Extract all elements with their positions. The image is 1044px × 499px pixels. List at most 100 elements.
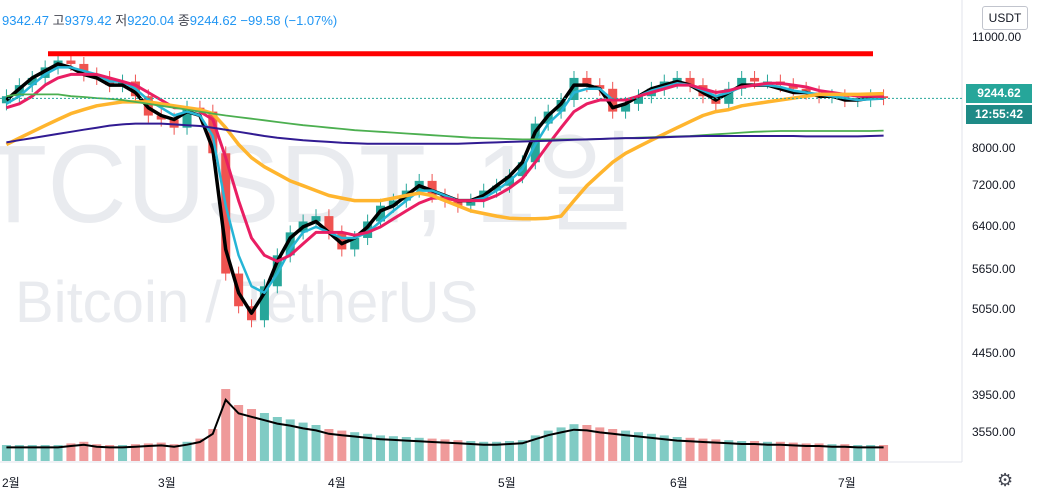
volume-bar xyxy=(66,443,76,461)
volume-bar xyxy=(879,445,889,461)
price-tick: 7200.00 xyxy=(972,177,1016,192)
price-tick: 4450.00 xyxy=(972,345,1016,360)
high-value: 9379.42 xyxy=(64,13,112,28)
volume-bar xyxy=(337,430,347,461)
high-label: 고 xyxy=(52,13,65,28)
time-tick: 7월 xyxy=(838,476,856,490)
volume-bar xyxy=(569,424,579,461)
candle-body xyxy=(285,232,295,256)
volume-bar xyxy=(711,439,721,461)
candle-body xyxy=(311,216,321,222)
volume-bar xyxy=(285,419,295,461)
candle-body xyxy=(27,77,37,86)
price-tick: 5650.00 xyxy=(972,262,1016,277)
gear-icon[interactable]: ⚙ xyxy=(997,470,1014,490)
volume-bar xyxy=(272,417,282,461)
price-tick: 3550.00 xyxy=(972,424,1016,439)
price-tick: 8000.00 xyxy=(972,140,1016,155)
volume-bar xyxy=(530,435,540,461)
volume-bar xyxy=(182,441,192,461)
volume-bar xyxy=(840,444,850,461)
current-price-tag: 9244.62 xyxy=(966,84,1032,103)
ma-line-orange xyxy=(5,91,884,221)
volume-bar xyxy=(363,433,373,461)
candle-body xyxy=(156,115,166,120)
candle-body xyxy=(582,77,592,86)
candle-body xyxy=(672,77,682,82)
volume-bar xyxy=(427,438,437,461)
volume-bar xyxy=(208,429,218,461)
candle-body xyxy=(633,96,643,104)
volume-bar xyxy=(105,445,115,461)
candle-body xyxy=(182,107,192,128)
candle-body xyxy=(801,88,811,93)
candle-body xyxy=(337,232,347,250)
candle-body xyxy=(363,221,373,238)
volume-bar xyxy=(672,437,682,461)
volume-bar xyxy=(698,438,708,461)
volume-bar xyxy=(492,441,502,461)
volume-bar xyxy=(14,445,24,461)
ohlc-legend: 9342.47 고9379.42 저9220.04 종9244.62 −99.5… xyxy=(2,10,337,29)
volume-bar xyxy=(143,443,153,461)
price-tick: 3950.00 xyxy=(972,387,1016,402)
volume-bar xyxy=(646,433,656,461)
candle-body xyxy=(79,63,89,75)
volume-bar xyxy=(130,444,140,461)
volume-bar xyxy=(414,437,424,461)
volume-ma-line xyxy=(6,397,884,449)
open-value: 9342.47 xyxy=(2,13,49,28)
volume-bar xyxy=(479,441,489,461)
volume-bar xyxy=(466,441,476,461)
candle-body xyxy=(221,153,231,274)
volume-bar xyxy=(298,422,308,461)
volume-bar xyxy=(247,409,257,461)
volume-bar xyxy=(92,444,102,461)
candle-body xyxy=(621,103,631,112)
volume-bar xyxy=(453,440,463,461)
price-tick: 6400.00 xyxy=(972,218,1016,233)
candle-body xyxy=(388,200,398,206)
candle-body xyxy=(788,85,798,89)
volume-bar xyxy=(608,429,618,461)
candle-body xyxy=(492,185,502,191)
volume-bar xyxy=(866,445,876,461)
close-label: 종 xyxy=(177,13,190,28)
volume-bar xyxy=(350,432,360,461)
volume-bar xyxy=(221,389,231,461)
volume-bar xyxy=(788,442,798,461)
time-tick: 2월 xyxy=(2,476,20,490)
volume-bar xyxy=(53,445,63,461)
volume-bar xyxy=(724,440,734,461)
candle-body xyxy=(453,200,463,206)
volume-bar xyxy=(324,429,334,461)
volume-bar xyxy=(401,437,411,461)
volume-bar xyxy=(169,444,179,461)
volume-bar xyxy=(375,435,386,461)
candle-body xyxy=(466,200,476,206)
candle-body xyxy=(118,81,128,86)
volume-bar xyxy=(234,405,244,461)
candle-body xyxy=(350,237,360,250)
volume-bar xyxy=(388,436,398,461)
close-value: 9244.62 xyxy=(189,13,237,28)
volume-bar xyxy=(517,440,527,461)
volume-bar xyxy=(195,438,205,461)
currency-button[interactable]: USDT xyxy=(982,6,1028,30)
candle-body xyxy=(595,85,605,89)
candle-body xyxy=(724,88,734,104)
volume-bar xyxy=(659,435,669,461)
time-tick: 3월 xyxy=(158,476,176,490)
volume-bar xyxy=(543,430,553,461)
volume-layer xyxy=(1,389,889,461)
moving-averages-layer xyxy=(5,62,884,315)
candle-body xyxy=(259,286,269,321)
volume-bar xyxy=(504,441,515,461)
candle-body xyxy=(569,77,579,101)
volume-bar xyxy=(40,445,50,461)
volume-bar xyxy=(633,432,643,461)
countdown-tag: 12:55:42 xyxy=(966,105,1032,124)
candle-body xyxy=(427,180,437,196)
